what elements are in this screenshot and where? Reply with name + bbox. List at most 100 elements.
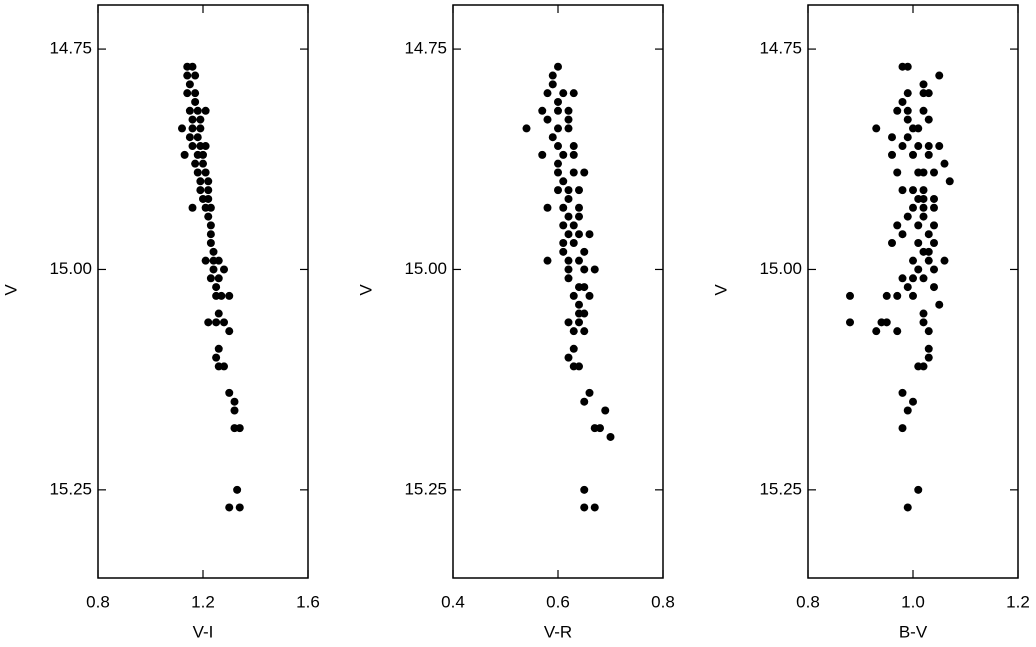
data-point [235,424,244,433]
data-point [235,503,244,512]
data-point [185,80,194,89]
data-point [893,168,902,177]
data-point [914,239,923,248]
y-tick-label: 14.75 [49,39,92,58]
x-tick-label: 0.6 [546,592,570,611]
data-point [183,89,192,98]
data-point [569,150,578,159]
data-point [554,186,562,195]
y-tick-label: 14.75 [404,39,447,58]
data-point [930,194,938,203]
data-point [914,221,923,230]
x-tick-label: 0.8 [86,592,110,611]
data-point [225,388,234,397]
data-point [564,124,573,133]
x-tick-label: 0.8 [796,592,820,611]
data-point [903,62,912,71]
data-point [188,115,197,124]
data-point [898,424,907,433]
data-point [564,265,573,274]
data-point [909,150,917,159]
data-point [924,115,933,124]
data-point [575,212,583,221]
data-point [580,503,589,512]
data-point [554,62,562,71]
data-point [185,133,194,142]
data-point [214,309,223,318]
data-point [199,150,207,159]
data-point [924,142,933,151]
data-point [575,300,583,309]
data-point [903,115,912,124]
data-point [214,274,223,283]
data-point [606,432,615,441]
data-point [206,221,215,230]
y-tick-label: 15.00 [49,259,92,278]
data-point [199,159,207,168]
data-point [233,485,242,494]
data-point [888,150,896,159]
data-point [548,80,557,89]
y-tick-label: 15.00 [759,259,802,278]
data-point [940,256,949,265]
data-point [919,309,928,318]
data-point [204,194,213,203]
data-point [919,203,928,212]
data-point [206,239,215,248]
data-point [903,406,912,415]
data-point [914,142,923,151]
data-point [209,247,218,256]
data-point [206,203,215,212]
data-point [935,300,944,309]
data-point [940,159,949,168]
data-point [903,89,912,98]
data-point [585,388,594,397]
x-axis-label: B-V [899,622,928,641]
data-point [522,124,531,133]
data-point [575,203,583,212]
data-point [580,485,589,494]
data-point [898,186,907,195]
data-point [538,150,547,159]
data-point [924,344,933,353]
data-point [898,388,907,397]
data-point [590,503,599,512]
data-point [564,106,573,115]
data-point [559,221,568,230]
data-point [919,194,928,203]
data-point [909,186,917,195]
data-point [580,247,589,256]
data-point [548,133,557,142]
data-point [898,230,907,239]
data-point [193,133,202,142]
data-point [580,309,589,318]
data-point [201,256,210,265]
data-point [564,256,573,265]
data-point [220,318,228,327]
data-point [590,265,599,274]
data-point [580,283,589,292]
x-tick-label: 1.0 [901,592,925,611]
data-point [909,291,917,300]
data-point [193,106,202,115]
data-point [559,150,568,159]
data-point [924,247,933,256]
data-point [564,318,573,327]
data-point [569,142,578,151]
data-point [872,327,881,336]
data-point [930,239,938,248]
y-tick-label: 15.25 [49,479,92,498]
data-point [206,274,215,283]
data-point [924,256,933,265]
data-point [559,89,568,98]
data-point [559,177,568,186]
data-point [220,362,228,371]
data-point [188,203,197,212]
data-point [893,221,902,230]
data-point [924,150,933,159]
data-point [893,106,902,115]
data-point [196,115,205,124]
data-point [564,212,573,221]
data-point [580,327,589,336]
